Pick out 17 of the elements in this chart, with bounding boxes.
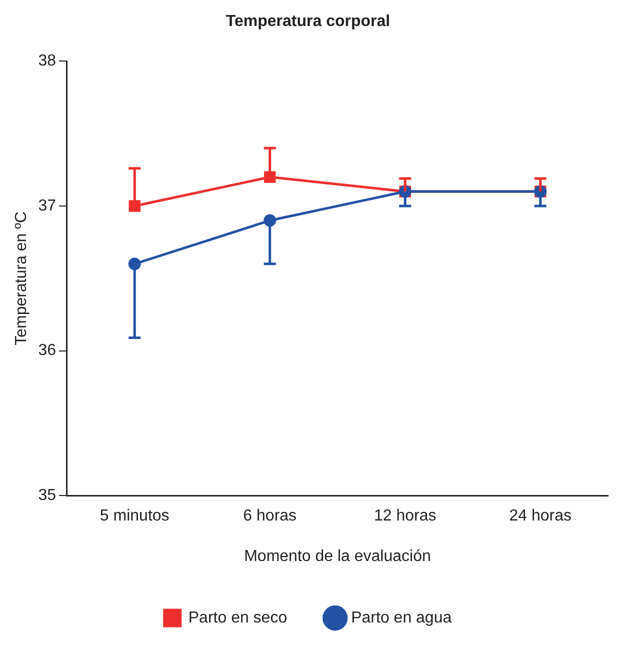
x-tick-label: 5 minutos xyxy=(100,508,170,525)
point xyxy=(264,171,276,183)
x-tick-label: 6 horas xyxy=(243,508,297,525)
x-axis-title: Momento de la evaluación xyxy=(244,548,431,565)
x-tick-label: 12 horas xyxy=(374,508,436,525)
chart-title: Temperatura corporal xyxy=(226,13,390,30)
y-tick-label: 36 xyxy=(38,342,56,360)
y-tick-label: 37 xyxy=(38,197,56,214)
y-tick-label: 35 xyxy=(38,487,56,504)
legend-label: Parto en seco xyxy=(188,609,288,626)
y-axis-title: Temperatura en ºC xyxy=(13,211,30,346)
point xyxy=(264,214,276,227)
x-tick-label: 24 horas xyxy=(509,508,572,525)
point xyxy=(128,200,140,212)
y-tick-label: 38 xyxy=(38,52,56,70)
point xyxy=(128,258,141,270)
legend-label: Parto en agua xyxy=(351,609,452,626)
